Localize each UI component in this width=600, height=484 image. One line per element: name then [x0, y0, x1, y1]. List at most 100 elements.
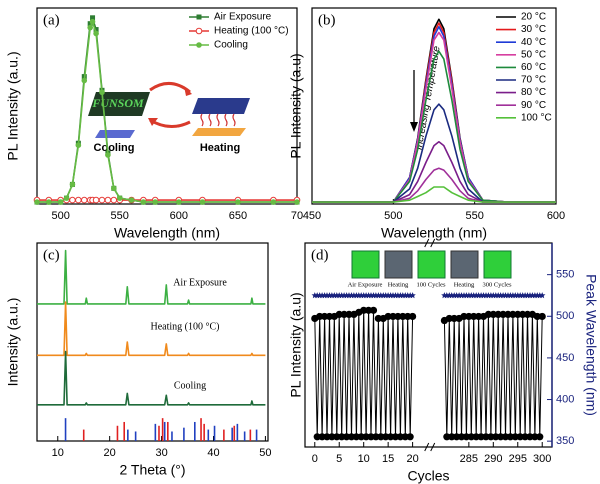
marker: [69, 196, 76, 204]
marker: [465, 292, 473, 299]
x-tick-label: 15: [382, 453, 394, 465]
y2-tick-label: 400: [556, 393, 574, 405]
x-tick-label: 40: [207, 447, 219, 459]
x-tick-label: 285: [460, 453, 478, 465]
marker: [389, 292, 397, 299]
legend-label: Air Exposure: [214, 12, 272, 23]
marker: [524, 292, 531, 299]
y-axis-label: PL Intensity (a.u.): [5, 51, 21, 160]
y2-axis-label: Peak Wavelength (nm): [583, 274, 599, 416]
marker: [270, 199, 277, 205]
inset-photos: Air Exposure Heating 100 Cycles Heating …: [348, 250, 512, 288]
x-tick-label: 20: [406, 453, 418, 465]
marker: [538, 312, 546, 321]
y-axis-label: PL Intensity (a.u): [288, 53, 304, 158]
heating-label: Heating: [200, 142, 240, 154]
series-line: [314, 309, 414, 438]
marker: [336, 292, 343, 299]
marker: [195, 27, 203, 35]
marker: [111, 185, 117, 192]
photo-label: Heating: [454, 281, 475, 288]
marker: [75, 142, 82, 148]
x-axis-label: Cycles: [407, 468, 449, 484]
x-tick-label: 290: [484, 453, 502, 465]
y-axis-label: Intensity (a.u.): [5, 298, 21, 387]
marker: [110, 196, 118, 204]
x-tick-label: 650: [229, 210, 247, 222]
arrow-left: [149, 118, 191, 128]
x-tick-label: 70: [291, 210, 303, 222]
marker: [340, 292, 348, 299]
x-tick-label: 20: [104, 447, 116, 459]
series-line: [37, 350, 266, 406]
marker: [497, 292, 504, 299]
x-tick-label: 600: [170, 210, 188, 222]
marker: [116, 195, 123, 201]
marker: [87, 21, 93, 27]
marker: [470, 292, 477, 299]
marker: [507, 292, 514, 299]
y2-tick-label: 550: [556, 269, 574, 281]
legend-label: 50 °C: [521, 49, 546, 60]
marker: [314, 292, 321, 299]
marker: [104, 196, 112, 204]
marker: [534, 292, 541, 299]
photo-label: Air Exposure: [348, 281, 383, 288]
marker: [196, 14, 202, 20]
cooling-label: Cooling: [94, 142, 135, 154]
marker: [409, 312, 417, 321]
legend-label: 40 °C: [521, 37, 546, 48]
marker: [406, 433, 414, 441]
temperature-arrow-head: [410, 122, 418, 132]
legend-label: 30 °C: [521, 24, 546, 35]
marker: [98, 196, 106, 204]
marker: [331, 292, 338, 299]
marker: [34, 199, 40, 205]
x-tick-label: 30: [155, 447, 167, 459]
series-line: [37, 301, 266, 357]
marker: [384, 292, 392, 299]
marker: [539, 292, 546, 299]
legend-label: 90 °C: [521, 100, 546, 111]
x-tick-label: 5: [336, 453, 342, 465]
marker: [69, 181, 76, 188]
panel-label: (d): [311, 247, 329, 263]
marker: [90, 15, 96, 21]
plate-heated: [192, 98, 250, 114]
x-tick-label: 550: [111, 210, 129, 222]
series-line: [312, 103, 556, 203]
x-tick-label: 450: [303, 210, 321, 222]
x-tick-label: 295: [509, 453, 527, 465]
arrow-right: [149, 82, 191, 94]
marker: [176, 199, 182, 205]
marker: [475, 292, 482, 299]
marker: [152, 199, 158, 205]
y-axis-label: PL Intensity (a.u): [288, 292, 304, 397]
marker: [372, 292, 380, 299]
marker: [235, 199, 241, 205]
legend-label: 70 °C: [521, 75, 546, 86]
marker: [140, 199, 147, 205]
marker: [362, 292, 370, 299]
x-tick-label: 10: [52, 447, 64, 459]
marker: [502, 292, 509, 299]
series-label: Air Exposure: [173, 277, 227, 288]
marker: [93, 27, 99, 33]
marker: [128, 197, 135, 203]
marker: [367, 292, 375, 299]
marker: [358, 292, 365, 299]
y2-tick-label: 350: [556, 435, 574, 447]
marker: [409, 292, 416, 299]
y2-tick-label: 500: [556, 310, 574, 322]
marker: [394, 292, 402, 299]
x-tick-label: 550: [465, 210, 483, 222]
panel-label: (a): [43, 12, 60, 28]
marker: [448, 292, 455, 299]
marker: [80, 196, 88, 204]
marker: [93, 30, 99, 37]
series-line: [312, 50, 556, 203]
marker: [63, 195, 70, 201]
marker: [196, 42, 202, 48]
marker: [453, 292, 460, 299]
